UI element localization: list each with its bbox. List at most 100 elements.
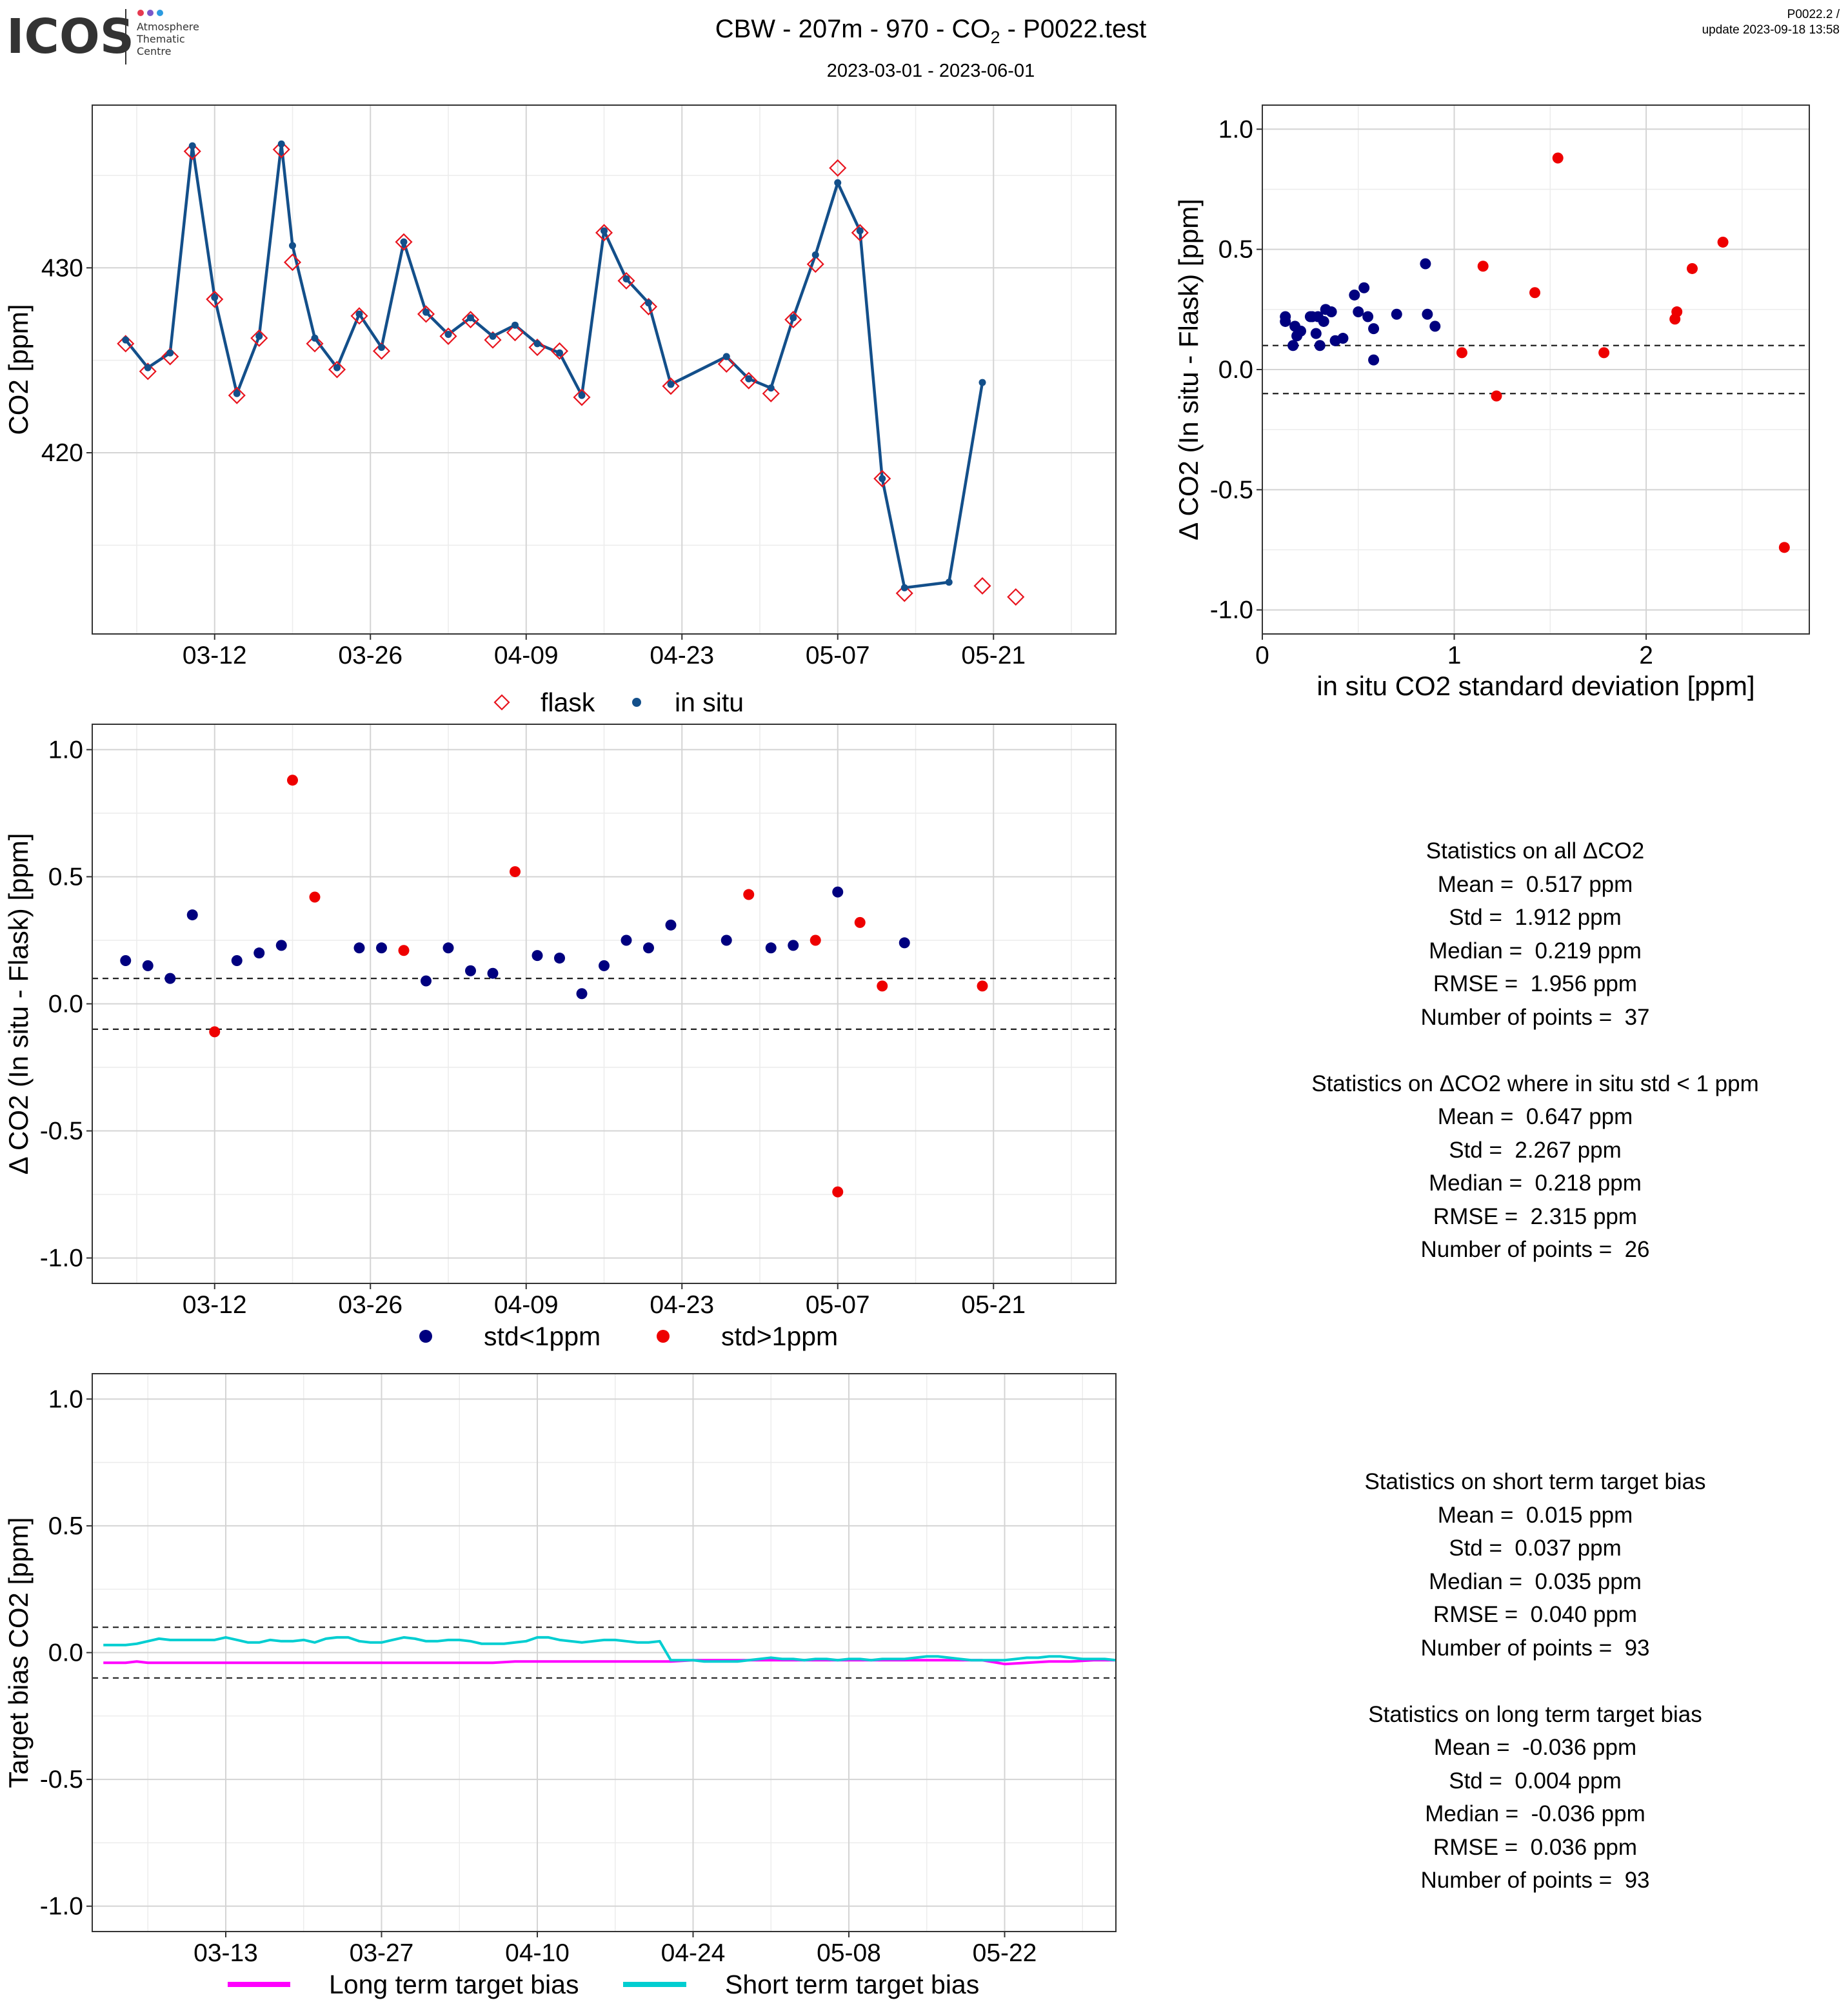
x-axis-label: in situ CO2 standard deviation [ppm] — [1316, 671, 1754, 701]
insitu-point — [834, 179, 842, 186]
flask-marker — [139, 362, 157, 381]
logo-dot-blue — [157, 10, 163, 16]
y-tick-label: 0.5 — [1218, 236, 1253, 264]
flask-marker — [328, 361, 346, 379]
point-std-gt-1 — [877, 980, 888, 992]
y-tick-label: 0.5 — [48, 863, 83, 891]
target-bias-panel: 03-13 03-27 04-10 04-24 05-08 05-22 -1.0 -0.5 0.… — [3, 1373, 1117, 1999]
legend-short-label: Short term target bias — [725, 1970, 979, 1999]
point-std-lt-1 — [1314, 340, 1326, 351]
flask-marker — [439, 327, 457, 345]
logo-sub-2: Thematic — [136, 33, 185, 45]
insitu-point — [512, 321, 519, 329]
insitu-point — [400, 238, 408, 246]
point-std-lt-1 — [1362, 311, 1374, 322]
point-std-lt-1 — [487, 967, 499, 979]
stats-long-rmse: RMSE = 0.036 ppm — [1433, 1834, 1638, 1860]
y-tick-label: -0.5 — [40, 1118, 83, 1145]
flask-marker — [639, 297, 658, 316]
insitu-point — [467, 314, 474, 322]
legend-insitu-label: in situ — [675, 687, 744, 717]
point-std-lt-1 — [465, 965, 476, 976]
insitu-point — [355, 310, 363, 318]
y-axis-label: Δ CO2 (In situ - Flask) [ppm] — [1173, 199, 1204, 540]
stats-lt1-mean: Mean = 0.647 ppm — [1437, 1104, 1633, 1129]
y-tick-label: -0.5 — [40, 1766, 83, 1794]
insitu-point — [811, 251, 819, 259]
timeseries-panel: 03-12 03-26 04-09 04-23 05-07 05-21 420 430CO2 … — [3, 104, 1117, 717]
point-std-lt-1 — [1287, 340, 1299, 351]
legend-gt1-label: std>1ppm — [721, 1321, 838, 1351]
flask-marker — [228, 386, 246, 404]
point-std-lt-1 — [1326, 306, 1337, 318]
point-std-gt-1 — [398, 945, 410, 956]
point-std-gt-1 — [1598, 347, 1610, 359]
x-tick-label: 1 — [1447, 642, 1462, 669]
insitu-point — [311, 334, 319, 342]
insitu-point — [289, 242, 296, 250]
flask-marker — [283, 253, 302, 272]
logo-dot-purple — [147, 10, 154, 16]
point-std-lt-1 — [1368, 323, 1380, 335]
flask-marker — [206, 290, 224, 308]
x-tick-label: 05-21 — [961, 1291, 1026, 1319]
point-std-gt-1 — [743, 889, 755, 900]
point-std-lt-1 — [1291, 330, 1303, 342]
x-tick-label: 04-23 — [650, 642, 714, 669]
point-std-lt-1 — [899, 937, 910, 949]
x-tick-label: 04-23 — [650, 1291, 714, 1319]
point-std-gt-1 — [309, 891, 321, 903]
icos-logo: ICOS Atmosphere Thematic Centre — [6, 9, 199, 64]
point-std-lt-1 — [720, 934, 732, 946]
point-std-lt-1 — [1349, 289, 1360, 301]
insitu-point — [900, 584, 908, 591]
legend-long-label: Long term target bias — [329, 1970, 579, 1999]
flask-marker — [306, 335, 324, 353]
insitu-point — [233, 390, 241, 397]
point-std-gt-1 — [287, 775, 298, 786]
point-std-gt-1 — [810, 934, 821, 946]
flask-marker — [395, 233, 413, 251]
point-std-lt-1 — [142, 960, 154, 971]
point-std-lt-1 — [643, 942, 654, 954]
plot-border — [1262, 104, 1810, 635]
x-tick-label: 05-07 — [806, 642, 870, 669]
point-std-lt-1 — [1358, 282, 1370, 293]
point-std-lt-1 — [275, 940, 287, 951]
insitu-point — [378, 344, 385, 351]
flask-marker — [595, 224, 613, 242]
point-std-lt-1 — [231, 955, 243, 967]
stats-lt1-title: Statistics on ΔCO2 where in situ std < 1… — [1311, 1071, 1759, 1096]
stats-long-n: Number of points = 93 — [1420, 1868, 1650, 1893]
x-tick-label: 0 — [1255, 642, 1269, 669]
legend-lt1-label: std<1ppm — [484, 1321, 601, 1351]
plot-border — [92, 724, 1117, 1284]
title-subscript: 2 — [990, 28, 1000, 47]
x-tick-label: 04-24 — [661, 1939, 726, 1967]
point-std-lt-1 — [765, 942, 777, 954]
point-std-lt-1 — [1422, 308, 1433, 320]
flask-marker — [506, 324, 524, 342]
point-std-lt-1 — [576, 988, 588, 1000]
point-std-lt-1 — [665, 919, 677, 931]
legend-lt1-marker — [419, 1330, 432, 1343]
flask-marker — [873, 470, 891, 488]
legend-flask-label: flask — [541, 687, 595, 717]
x-tick-label: 05-21 — [961, 642, 1026, 669]
point-std-lt-1 — [186, 909, 198, 921]
chart-title: CBW - 207m - 970 - CO2 - P0022.test — [715, 15, 1147, 47]
insitu-point — [211, 293, 219, 301]
title-suffix: - P0022.test — [1000, 15, 1147, 43]
plot-border — [92, 1373, 1117, 1932]
stats-long-mean: Mean = -0.036 ppm — [1433, 1735, 1637, 1760]
flask-marker — [183, 143, 201, 161]
x-tick-label: 05-08 — [817, 1939, 881, 1967]
stats-all-rmse: RMSE = 1.956 ppm — [1433, 971, 1638, 996]
stats-short-std: Std = 0.037 ppm — [1449, 1536, 1622, 1561]
insitu-point — [645, 299, 652, 307]
point-std-gt-1 — [1778, 542, 1790, 553]
x-tick-label: 03-27 — [350, 1939, 414, 1967]
legend-gt1-marker — [657, 1330, 670, 1343]
insitu-point — [722, 353, 730, 361]
